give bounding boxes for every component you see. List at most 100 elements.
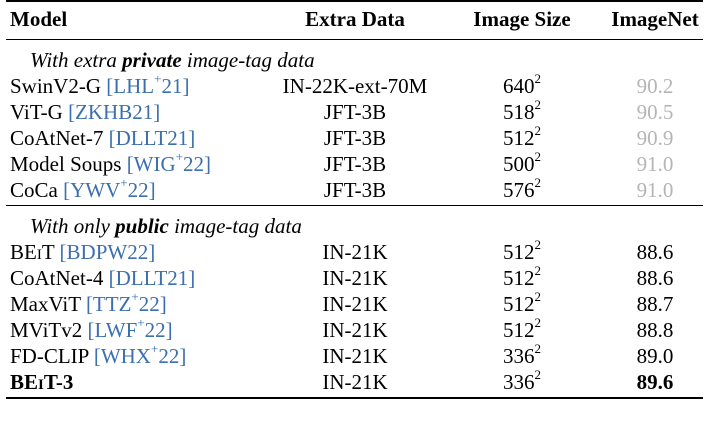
size-base: 518: [503, 100, 535, 124]
model-cell: CoCa [YWV+22]: [10, 175, 156, 203]
size-exp: 2: [534, 123, 542, 138]
model-name: MaxViT: [10, 292, 86, 316]
extra-data: IN-22K-ext-70M: [282, 74, 428, 98]
size-exp: 2: [534, 263, 542, 278]
imagenet-acc: 88.6: [636, 266, 674, 290]
image-size: 5122: [503, 289, 542, 317]
imagenet-acc: 90.2: [636, 74, 674, 98]
top-rule: [6, 0, 703, 2]
image-size: 5002: [503, 150, 541, 177]
size-base: 512: [503, 266, 535, 290]
citation: [LWF: [87, 318, 138, 342]
model-cell: Model Soups [WIG+22]: [10, 149, 212, 177]
citation: [WIG: [126, 152, 176, 176]
header-cell: ImageNet: [611, 7, 699, 31]
citation: 22]: [158, 344, 187, 368]
model-name: MViTv2: [10, 318, 88, 342]
citation: 22]: [138, 292, 167, 316]
image-size: 5762: [503, 175, 542, 203]
extra-data: JFT-3B: [323, 152, 387, 176]
size-base: 512: [503, 240, 535, 264]
image-size: 5122: [503, 315, 542, 343]
image-size: 5122: [503, 237, 542, 265]
imagenet-acc: 88.8: [636, 318, 674, 342]
size-exp: 2: [534, 341, 542, 356]
section-title-part: image-tag data: [181, 48, 315, 72]
imagenet-acc: 91.0: [636, 152, 674, 176]
header-cell: Image Size: [473, 7, 571, 31]
image-size: 3362: [503, 341, 542, 369]
rule: [6, 39, 703, 40]
size-base: 336: [503, 370, 535, 394]
citation: +: [175, 149, 184, 164]
section-title-part: With only: [30, 214, 116, 238]
model-name: BEiT-3: [10, 370, 74, 394]
citation: [TTZ: [85, 292, 132, 316]
imagenet-acc: 90.5: [636, 100, 674, 124]
section-title-part: image-tag data: [168, 214, 302, 238]
citation: 22]: [183, 152, 212, 176]
citation: [DLLT21]: [108, 266, 196, 290]
model-name: BEiT: [10, 240, 60, 264]
section-title: With only public image-tag data: [30, 213, 302, 239]
size-base: 512: [503, 292, 535, 316]
extra-data: JFT-3B: [323, 100, 387, 124]
section-title: With extra private image-tag data: [30, 47, 315, 73]
size-exp: 2: [534, 175, 542, 190]
size-base: 336: [503, 344, 535, 368]
model-cell: BEiT-3: [10, 369, 73, 395]
citation: [YWV: [63, 178, 121, 202]
citation: [BDPW22]: [59, 240, 156, 264]
image-size: 6402: [503, 71, 542, 99]
citation: 22]: [144, 318, 173, 342]
size-exp: 2: [534, 315, 542, 330]
model-cell: MViTv2 [LWF+22]: [10, 315, 173, 343]
citation: +: [137, 315, 145, 330]
model-cell: CoAtNet-4 [DLLT21]: [10, 265, 195, 291]
section-title-part: With extra: [30, 48, 123, 72]
citation: [DLLT21]: [108, 126, 196, 150]
size-exp: 2: [534, 71, 542, 86]
header-cell: Extra Data: [305, 7, 405, 31]
extra-data: JFT-3B: [323, 178, 387, 202]
model-name: ViT-G: [10, 100, 69, 124]
citation: +: [154, 71, 162, 86]
section-title-part: private: [122, 48, 182, 72]
size-exp: 2: [534, 289, 542, 304]
size-base: 640: [503, 74, 535, 98]
image-size: 5122: [503, 263, 542, 291]
extra-data: IN-21K: [322, 318, 388, 342]
model-name: Model Soups: [10, 152, 127, 176]
extra-data: IN-21K: [322, 370, 388, 394]
model-cell: SwinV2-G [LHL+21]: [10, 71, 190, 99]
citation: [ZKHB21]: [68, 100, 161, 124]
model-name: CoAtNet-7: [10, 126, 109, 150]
imagenet-acc: 89.6: [636, 370, 674, 394]
image-size: 5182: [503, 97, 542, 125]
size-exp: 2: [534, 97, 542, 112]
extra-data: IN-21K: [322, 344, 388, 368]
size-exp: 2: [534, 237, 542, 252]
image-size: 5122: [503, 123, 542, 151]
model-name: CoAtNet-4: [10, 266, 109, 290]
section-title-part: public: [115, 214, 169, 238]
model-cell: ViT-G [ZKHB21]: [10, 99, 160, 125]
model-cell: FD-CLIP [WHX+22]: [10, 341, 187, 369]
citation: 21]: [161, 74, 190, 98]
imagenet-acc: 91.0: [636, 178, 674, 202]
citation: [WHX: [93, 344, 151, 368]
citation: +: [150, 341, 159, 356]
extra-data: IN-21K: [322, 240, 388, 264]
rule: [6, 397, 703, 399]
header-cell: Model: [10, 7, 68, 31]
imagenet-acc: 90.9: [636, 126, 674, 150]
model-cell: MaxViT [TTZ+22]: [10, 290, 167, 317]
imagenet-acc: 88.7: [636, 292, 674, 316]
size-base: 576: [503, 178, 535, 202]
model-name: FD-CLIP: [10, 344, 94, 368]
extra-data: IN-21K: [322, 292, 388, 316]
imagenet-acc: 88.6: [636, 240, 674, 264]
extra-data: JFT-3B: [323, 126, 387, 150]
citation: +: [120, 175, 128, 190]
